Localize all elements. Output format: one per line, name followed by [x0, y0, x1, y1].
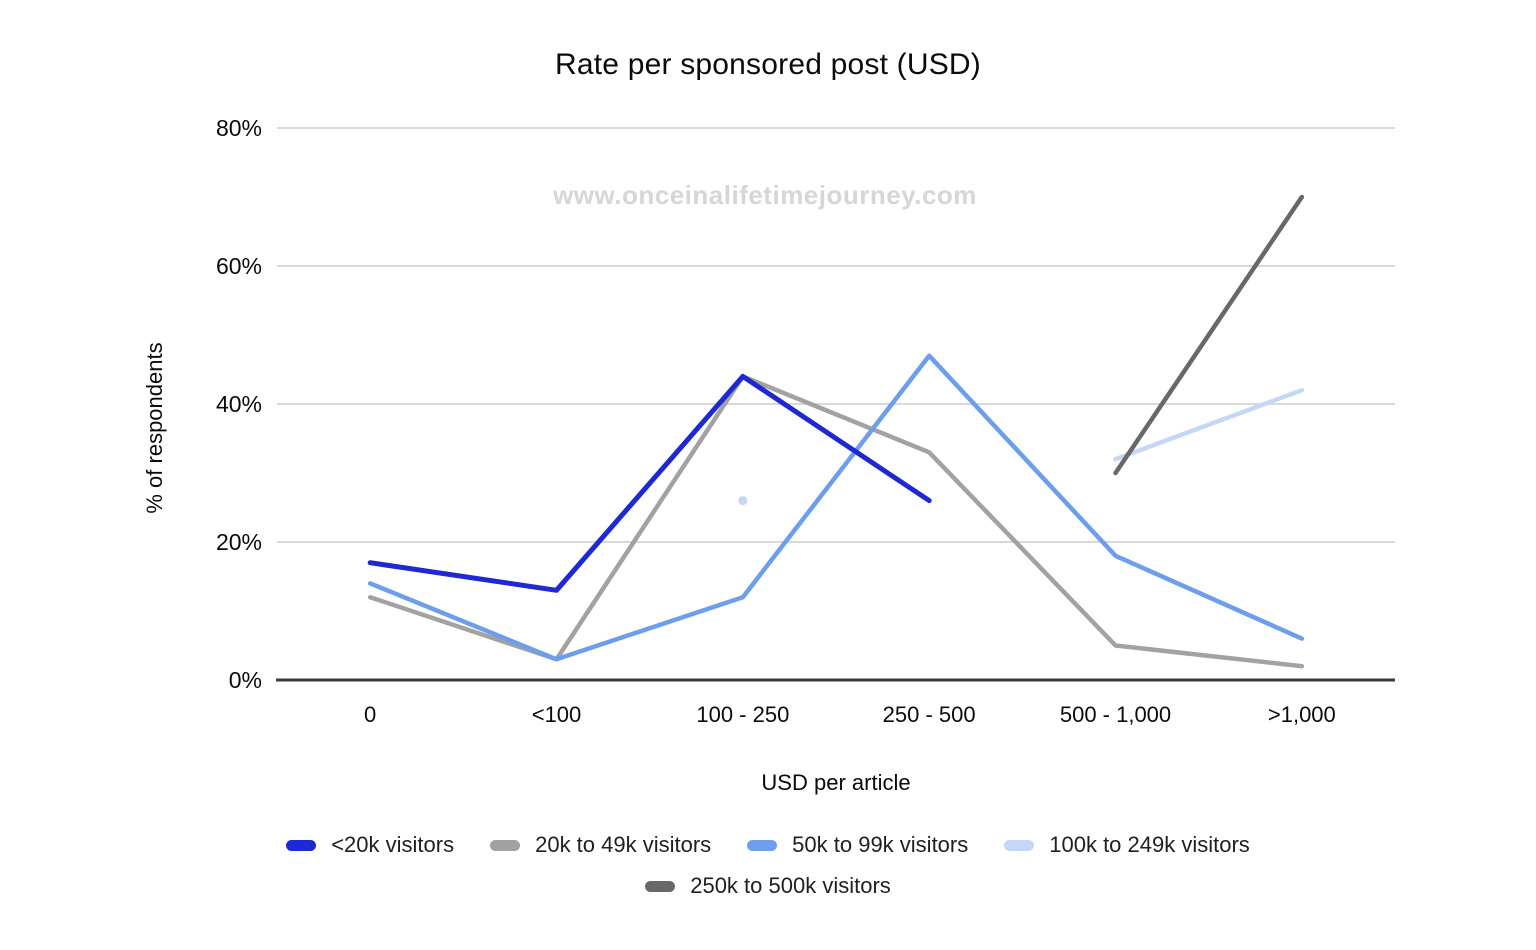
y-tick-label: 80%: [215, 115, 262, 141]
legend-label: 250k to 500k visitors: [690, 873, 891, 898]
legend-swatch: [286, 839, 317, 851]
watermark: www.onceinalifetimejourney.com: [553, 180, 977, 210]
y-tick-label: 20%: [215, 529, 262, 555]
y-tick-label: 60%: [215, 253, 262, 279]
series-point: [738, 496, 748, 506]
x-category-label: 0: [364, 702, 377, 727]
y-tick-label: 0%: [228, 667, 262, 693]
series-line: [367, 353, 1305, 662]
legend-row-2: 250k to 500k visitors: [0, 873, 1536, 899]
series-line: [367, 373, 932, 593]
legend-label: <20k visitors: [331, 832, 455, 857]
x-category-label: <100: [531, 702, 582, 727]
legend-swatch: [1004, 839, 1035, 851]
x-category-label: >1,000: [1267, 702, 1336, 727]
y-axis-title: % of respondents: [142, 342, 167, 514]
legend-label: 20k to 49k visitors: [535, 832, 712, 857]
legend-row-1: <20k visitors 20k to 49k visitors 50k to 9…: [0, 832, 1536, 858]
legend-item: 100k to 249k visitors: [1004, 832, 1250, 858]
x-category-label: 100 - 250: [696, 702, 790, 727]
legend-swatch: [747, 839, 778, 851]
legend-label: 50k to 99k visitors: [792, 832, 969, 857]
x-category-label: 500 - 1,000: [1059, 702, 1172, 727]
x-category-label: 250 - 500: [882, 702, 976, 727]
legend-item: 20k to 49k visitors: [490, 832, 711, 858]
y-tick-label: 40%: [215, 391, 262, 417]
x-axis-title: USD per article: [761, 770, 911, 795]
legend-swatch: [490, 839, 521, 851]
legend-swatch: [645, 880, 676, 892]
series-line: [367, 374, 1305, 669]
legend-item: <20k visitors: [286, 832, 454, 858]
chart-title: Rate per sponsored post (USD): [555, 48, 981, 81]
legend-item: 50k to 99k visitors: [747, 832, 968, 858]
legend-item: 250k to 500k visitors: [645, 873, 891, 899]
series-line: [1113, 387, 1305, 462]
series-line: [1113, 194, 1305, 476]
legend-label: 100k to 249k visitors: [1049, 832, 1250, 857]
